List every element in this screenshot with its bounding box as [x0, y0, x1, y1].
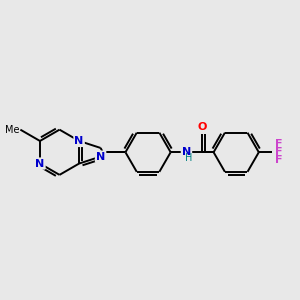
Text: F: F: [274, 155, 282, 165]
Text: F: F: [274, 147, 282, 157]
Text: O: O: [198, 122, 207, 132]
Text: N: N: [182, 147, 191, 157]
Text: N: N: [96, 152, 105, 162]
Text: Me: Me: [5, 125, 19, 135]
Text: N: N: [74, 136, 84, 146]
Text: N: N: [35, 159, 45, 169]
Text: H: H: [185, 153, 192, 163]
Text: F: F: [274, 139, 282, 149]
